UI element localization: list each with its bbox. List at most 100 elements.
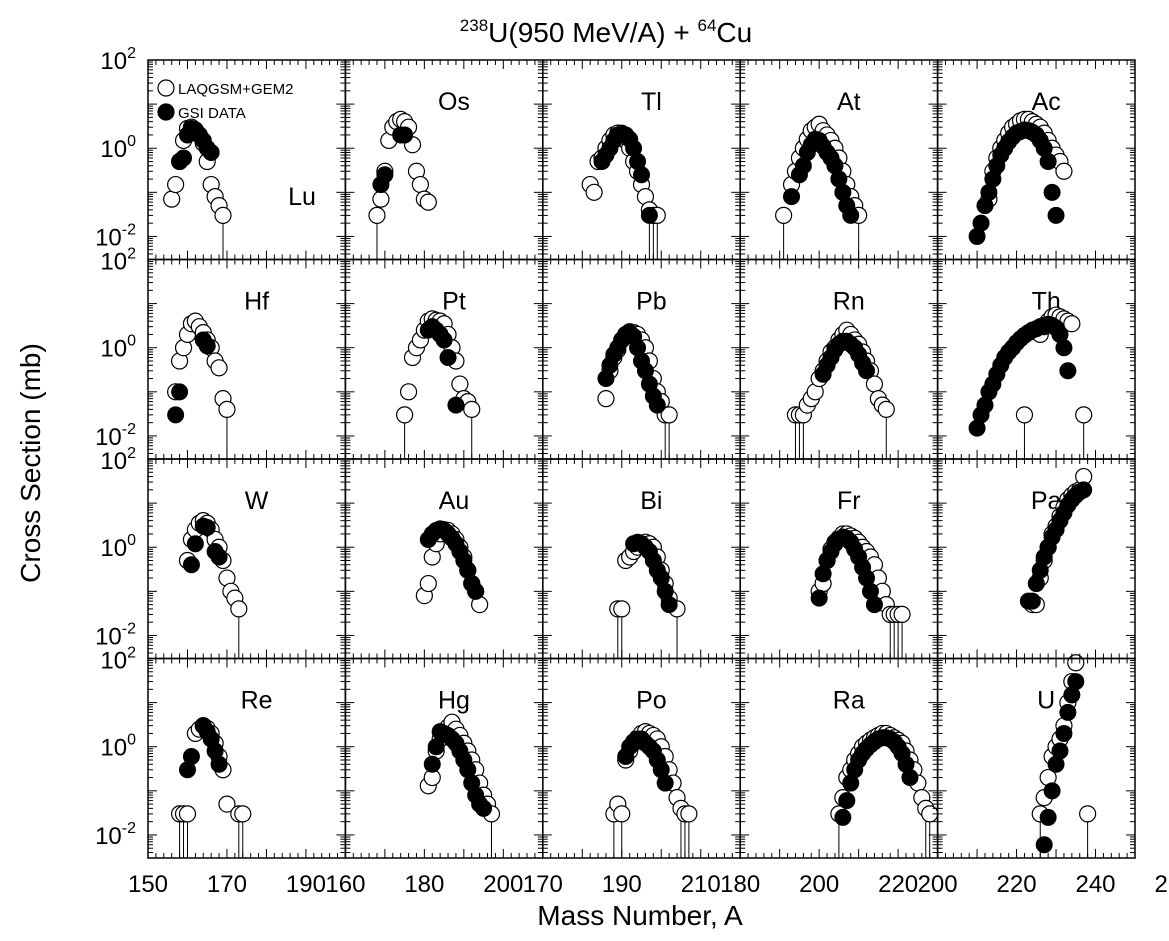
calc-point: [775, 206, 793, 224]
exp-point: [640, 206, 658, 224]
x-tick-label: 180: [720, 871, 760, 898]
x-tick-label: 210: [681, 871, 721, 898]
exp-point: [1075, 481, 1093, 499]
exp-point: [648, 396, 666, 414]
exp-point: [182, 748, 200, 766]
panel-label: Rn: [833, 288, 865, 316]
panel-label: Fr: [837, 487, 861, 515]
y-tick-label-base: 10: [100, 535, 127, 562]
calc-point: [1055, 162, 1073, 180]
exp-point: [1043, 782, 1061, 800]
title-superscript-2: 64: [697, 16, 716, 35]
exp-point: [376, 166, 394, 184]
legend-label: GSI DATA: [178, 105, 246, 122]
panel-label: Ac: [1032, 88, 1061, 116]
exp-point: [182, 556, 200, 574]
y-tick-label-exponent: 2: [127, 445, 136, 462]
calc-point: [396, 406, 414, 424]
y-tick-label: 102: [100, 45, 136, 75]
exp-point: [901, 769, 919, 787]
y-tick-label-exponent: 0: [127, 333, 136, 350]
y-tick-label-exponent: 2: [127, 246, 136, 263]
exp-point: [656, 774, 674, 792]
calc-point: [660, 406, 678, 424]
y-tick-label-base: 10: [100, 136, 127, 163]
exp-point: [1059, 362, 1077, 380]
y-tick-label: 100: [100, 133, 136, 163]
y-tick-label-exponent: 0: [127, 133, 136, 150]
x-axis-label: Mass Number, A: [537, 900, 743, 931]
calc-point: [399, 383, 418, 401]
x-tick-label: 200: [799, 871, 839, 898]
panel-Po: Po: [605, 687, 698, 858]
calc-point: [877, 400, 895, 418]
panel-label: Au: [439, 487, 470, 515]
exp-point: [1035, 836, 1053, 854]
y-tick-label-base: 10: [95, 224, 122, 251]
y-tick-label-base: 10: [100, 735, 127, 762]
y-tick-label-base: 10: [100, 249, 127, 276]
panel-Au: Au: [415, 487, 489, 614]
exp-point: [198, 518, 216, 536]
exp-point: [810, 589, 828, 607]
calc-point: [463, 400, 481, 418]
y-tick-label-exponent: 2: [127, 45, 136, 62]
exp-point: [1043, 183, 1061, 201]
panel-label: Os: [438, 88, 470, 116]
y-tick-label: 10-2: [95, 620, 136, 650]
exp-point: [660, 596, 678, 614]
calc-point: [680, 805, 698, 823]
exp-point: [423, 755, 441, 773]
panel-label: Lu: [288, 183, 316, 211]
x-tick-label: 160: [325, 871, 365, 898]
exp-point: [202, 143, 220, 161]
panel-Re: Re: [170, 687, 273, 858]
y-tick-label-base: 10: [100, 48, 127, 75]
exp-point: [175, 149, 193, 167]
y-tick-label: 10-2: [95, 421, 136, 451]
exp-point: [633, 166, 650, 184]
exp-point: [1059, 703, 1077, 721]
x-tick-label: 220: [997, 871, 1037, 898]
panel-Rn: Rn: [786, 288, 895, 459]
calc-point: [368, 206, 386, 224]
calc-point: [1015, 406, 1034, 424]
panel-Pt: Pt: [396, 288, 481, 459]
y-tick-label-base: 10: [95, 823, 122, 850]
exp-point: [1039, 152, 1057, 170]
y-tick-label: 10-2: [95, 820, 136, 850]
panel-At: At: [775, 88, 868, 260]
exp-point: [858, 362, 876, 380]
calc-point: [585, 183, 603, 201]
panel-label: Pb: [636, 288, 667, 316]
panel-frame: [936, 657, 1136, 859]
panel-label: W: [245, 487, 269, 515]
exp-point: [210, 548, 228, 566]
x-tick-label: 220: [878, 871, 918, 898]
exp-point: [1047, 206, 1065, 224]
panel-Os: Os: [368, 88, 470, 260]
exp-point: [865, 596, 883, 614]
y-tick-label: 100: [100, 732, 136, 762]
calc-point: [372, 190, 390, 208]
y-tick-label-exponent: -2: [122, 421, 136, 438]
panel-Fr: Fr: [810, 487, 911, 659]
x-tick-label: 200: [918, 871, 958, 898]
panel-frames: [147, 59, 1136, 859]
panel-label: U: [1037, 687, 1055, 715]
calc-point: [214, 206, 232, 224]
calc-point: [167, 175, 185, 194]
panel-label: At: [837, 88, 861, 116]
exp-point: [447, 396, 465, 414]
panel-Hf: Hf: [167, 288, 269, 459]
panel-Th: Th: [968, 288, 1093, 459]
y-tick-label-exponent: -2: [122, 820, 136, 837]
calc-point: [597, 390, 615, 408]
y-tick-label-base: 10: [95, 623, 122, 650]
y-tick-label-base: 10: [95, 424, 122, 451]
y-tick-label: 10-2: [95, 221, 136, 251]
exp-point: [842, 206, 860, 224]
panel-label: Po: [636, 687, 667, 715]
calc-point: [234, 805, 252, 823]
